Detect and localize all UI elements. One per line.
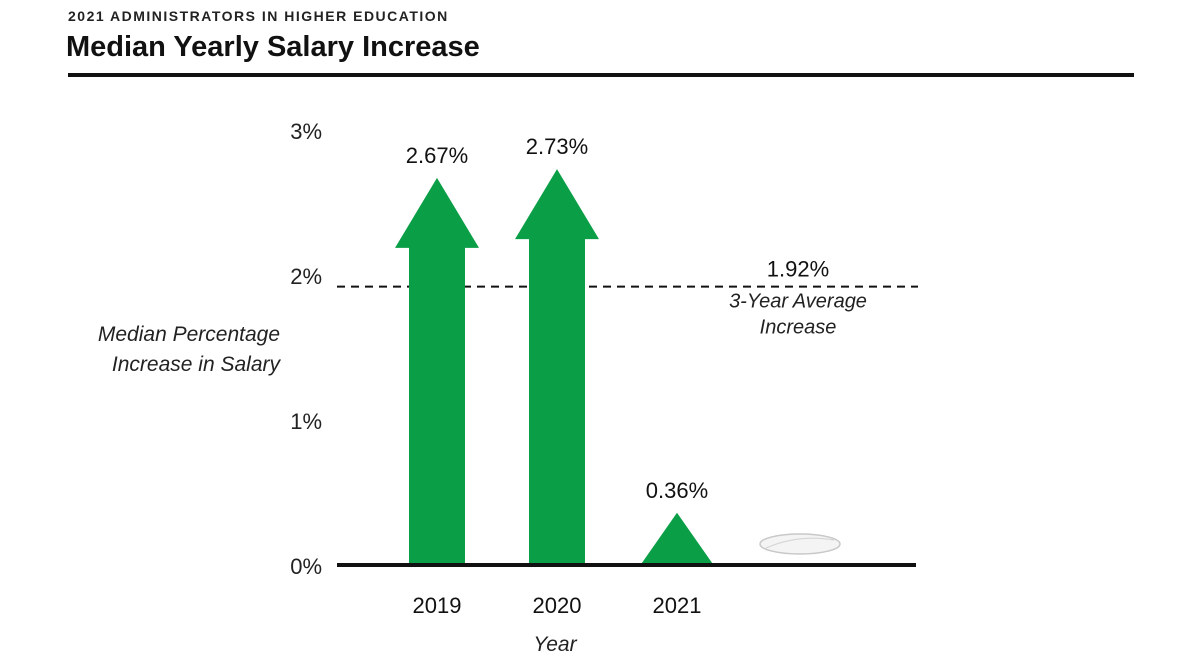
data-label: 0.36% [646, 478, 708, 503]
y-tick-label: 2% [290, 264, 322, 289]
chart-supertitle: 2021 ADMINISTRATORS IN HIGHER EDUCATION [68, 8, 449, 24]
y-tick-label: 3% [290, 119, 322, 144]
y-tick-label: 0% [290, 554, 322, 579]
chart-title: Median Yearly Salary Increase [66, 31, 480, 63]
x-tick-label: 2020 [533, 593, 582, 618]
bar-arrow-2020 [515, 169, 599, 565]
data-label: 2.67% [406, 143, 468, 168]
data-label: 2.73% [526, 134, 588, 159]
title-divider [68, 73, 1134, 77]
x-tick-label: 2021 [653, 593, 702, 618]
bar-arrow-2021 [640, 512, 714, 565]
cupa-hr-logo [759, 533, 841, 555]
y-axis-label: Median Percentage Increase in Salary [97, 323, 280, 376]
average-caption-line-1: 3-Year Average [729, 291, 867, 313]
y-tick-label: 1% [290, 409, 322, 434]
x-tick-label: 2019 [413, 593, 462, 618]
x-axis-label: Year [533, 633, 577, 656]
average-caption-line-2: Increase [760, 317, 837, 339]
average-value-label: 1.92% [767, 257, 829, 282]
bar-arrow-2019 [395, 177, 479, 565]
